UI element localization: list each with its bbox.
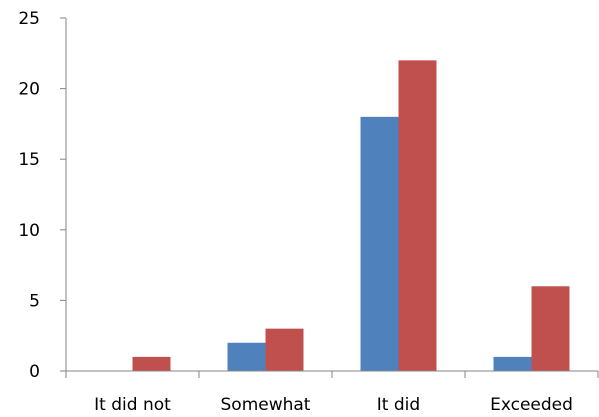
bar-red-3 xyxy=(531,286,570,371)
y-tick-label: 10 xyxy=(18,221,40,241)
bar-red-0 xyxy=(132,356,171,371)
y-tick-label: 5 xyxy=(29,291,40,311)
x-axis-ticks xyxy=(65,371,599,378)
bar-blue-2 xyxy=(360,116,399,371)
bar-red-2 xyxy=(398,60,437,372)
y-axis-tick-labels: 0 5 10 15 20 25 xyxy=(18,9,40,382)
bar-blue-3 xyxy=(493,356,532,371)
x-category-label: Somewhat xyxy=(221,395,311,415)
x-axis-category-labels: It did not Somewhat It did Exceeded xyxy=(94,395,573,415)
x-category-label: Exceeded xyxy=(490,395,573,415)
y-tick-label: 15 xyxy=(18,150,40,170)
bars xyxy=(132,60,570,372)
y-axis-ticks xyxy=(60,17,66,372)
y-tick-label: 0 xyxy=(29,362,40,382)
y-tick-label: 25 xyxy=(18,9,40,29)
y-tick-label: 20 xyxy=(18,80,40,100)
bar-blue-1 xyxy=(227,342,266,371)
bar-red-1 xyxy=(265,328,304,371)
x-category-label: It did xyxy=(377,395,420,415)
x-category-label: It did not xyxy=(94,395,171,415)
